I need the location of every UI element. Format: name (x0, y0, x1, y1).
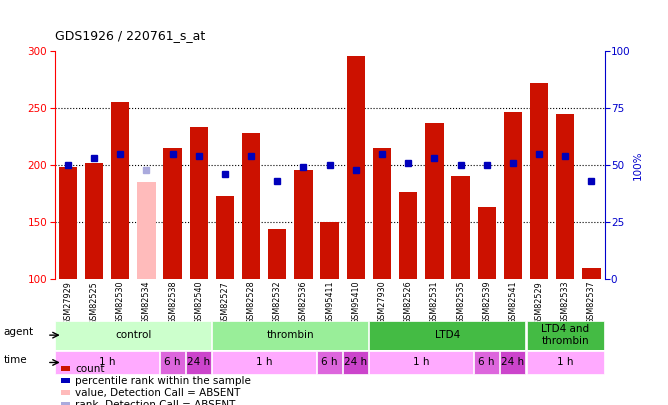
Bar (190, 127, 208, 279)
Bar (343, 351, 369, 374)
Text: LTD4 and
thrombin: LTD4 and thrombin (541, 324, 589, 346)
Text: 6 h: 6 h (478, 358, 495, 367)
Text: control: control (115, 330, 152, 340)
Bar (59, 167, 77, 279)
Bar (212, 351, 316, 374)
Text: thrombin: thrombin (267, 330, 314, 340)
Bar (321, 222, 339, 279)
Bar (160, 351, 185, 374)
Bar (556, 113, 574, 279)
Text: 1 h: 1 h (557, 358, 574, 367)
Text: rank, Detection Call = ABSENT: rank, Detection Call = ABSENT (75, 400, 236, 405)
Bar (426, 123, 444, 279)
Text: 6 h: 6 h (164, 358, 181, 367)
Y-axis label: 100%: 100% (633, 150, 643, 180)
Bar (452, 177, 470, 279)
Bar (216, 196, 234, 279)
Bar (504, 113, 522, 279)
Bar (530, 83, 548, 279)
Text: GDS1926 / 220761_s_at: GDS1926 / 220761_s_at (55, 30, 205, 43)
Bar (242, 133, 261, 279)
Text: 24 h: 24 h (187, 358, 210, 367)
Bar (55, 321, 211, 350)
Bar (85, 163, 104, 279)
Bar (526, 321, 604, 350)
Bar (526, 351, 604, 374)
Bar (373, 148, 391, 279)
Bar (369, 351, 473, 374)
Text: 6 h: 6 h (321, 358, 338, 367)
Text: value, Detection Call = ABSENT: value, Detection Call = ABSENT (75, 388, 241, 398)
Text: time: time (3, 355, 27, 365)
Text: agent: agent (3, 327, 33, 337)
Bar (212, 321, 369, 350)
Bar (186, 351, 211, 374)
Text: 1 h: 1 h (413, 358, 430, 367)
Text: 24 h: 24 h (502, 358, 524, 367)
Bar (55, 351, 159, 374)
Bar (347, 56, 365, 279)
Bar (317, 351, 342, 374)
Text: LTD4: LTD4 (435, 330, 460, 340)
Bar (500, 351, 526, 374)
Text: percentile rank within the sample: percentile rank within the sample (75, 376, 251, 386)
Bar (164, 148, 182, 279)
Bar (295, 170, 313, 279)
Text: 1 h: 1 h (256, 358, 273, 367)
Bar (369, 321, 526, 350)
Bar (111, 102, 130, 279)
Bar (399, 192, 418, 279)
Text: 1 h: 1 h (99, 358, 116, 367)
Bar (474, 351, 499, 374)
Text: 24 h: 24 h (344, 358, 367, 367)
Bar (478, 207, 496, 279)
Bar (137, 182, 156, 279)
Text: count: count (75, 364, 105, 373)
Bar (268, 229, 287, 279)
Bar (582, 268, 601, 279)
